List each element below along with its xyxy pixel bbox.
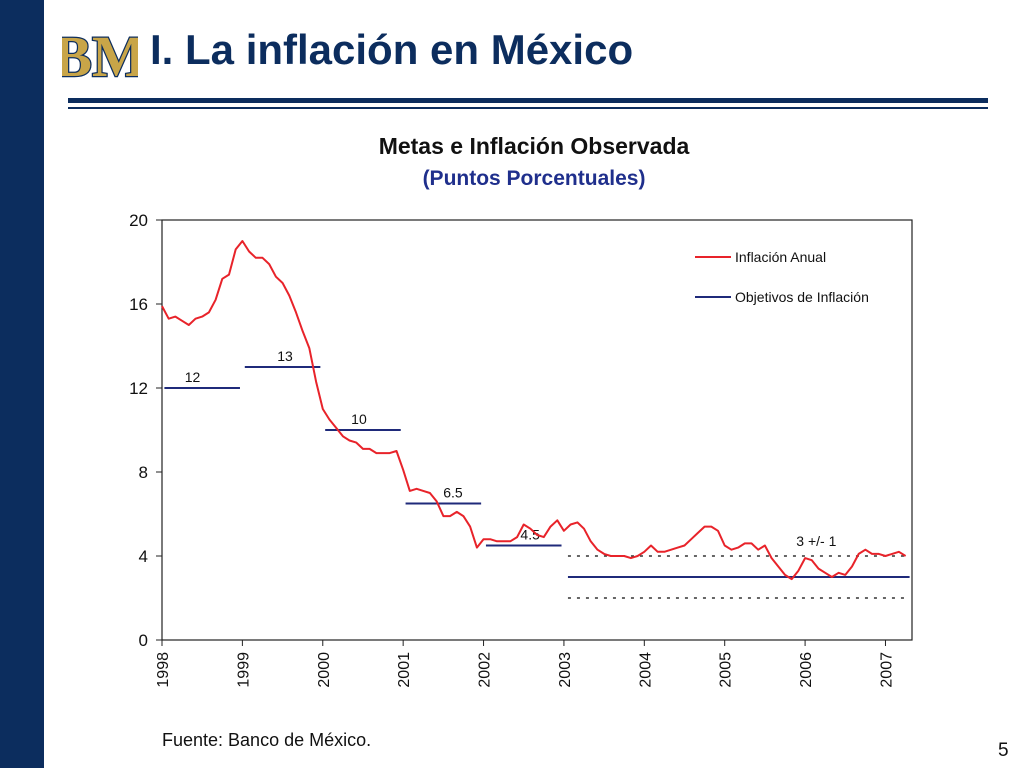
x-tick-label: 2005	[718, 652, 735, 688]
target-band-label: 3 +/- 1	[796, 533, 836, 549]
chart-subtitle: (Puntos Porcentuales)	[422, 167, 646, 190]
x-tick-label: 2000	[316, 652, 333, 688]
x-tick-label: 2006	[798, 652, 815, 688]
bank-logo: BM	[62, 23, 138, 90]
x-tick-label: 2001	[396, 652, 413, 688]
x-tick-label: 2004	[637, 652, 654, 688]
y-tick-label: 0	[139, 631, 148, 650]
target-label: 6.5	[443, 485, 463, 501]
y-tick-label: 8	[139, 463, 148, 482]
inflation-line	[161, 240, 907, 581]
target-label: 10	[351, 411, 367, 427]
chart-title: Metas e Inflación Observada	[378, 133, 690, 159]
legend-label-inflation: Inflación Anual	[735, 249, 826, 265]
header-rule-thick	[68, 98, 988, 103]
side-bar	[0, 0, 44, 768]
x-tick-label: 2002	[477, 652, 494, 688]
target-label: 13	[277, 348, 293, 364]
x-tick-label: 1998	[155, 652, 172, 688]
x-tick-label: 2007	[878, 652, 895, 688]
slide-title: I. La inflación en México	[150, 26, 634, 73]
plot-frame	[161, 219, 913, 641]
source-note: Fuente: Banco de México.	[162, 730, 372, 750]
y-tick-label: 16	[129, 295, 148, 314]
x-tick-label: 1999	[235, 652, 252, 688]
target-label: 12	[185, 369, 201, 385]
y-tick-label: 4	[139, 547, 148, 566]
y-tick-label: 12	[129, 379, 148, 398]
header-rule-thin	[68, 107, 988, 109]
y-tick-label: 20	[129, 211, 148, 230]
target-label: 4.5	[520, 527, 540, 543]
page-number: 5	[998, 740, 1009, 761]
x-tick-label: 2003	[557, 652, 574, 688]
legend-label-targets: Objetivos de Inflación	[735, 289, 869, 305]
bank-logo-monogram: BM	[62, 24, 138, 89]
